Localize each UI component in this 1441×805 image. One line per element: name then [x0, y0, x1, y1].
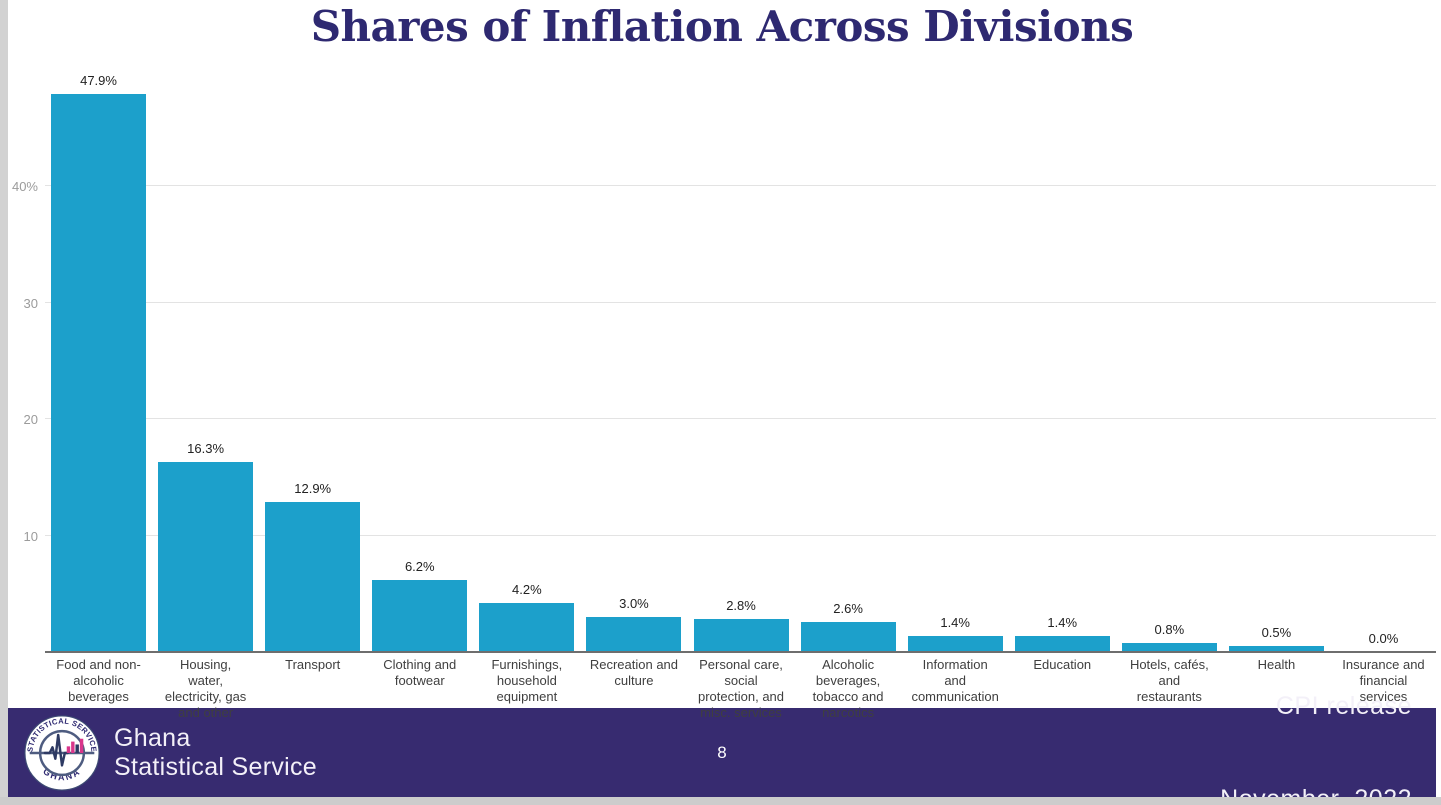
x-axis-labels: Food and non- alcoholic beverages Housing…	[45, 657, 1436, 721]
bar	[800, 621, 896, 652]
bar	[372, 579, 468, 652]
page-number: 8	[717, 742, 727, 762]
release-line2: November 2022	[1220, 784, 1412, 798]
bar-series: 47.9% 16.3% 12.9% 6.2% 4.2% 3.0% 2.8% 2.6% 1.4% 1…	[45, 70, 1436, 652]
footer-branding: STATISTICAL SERVICE GHANA Ghana Statisti…	[24, 714, 317, 791]
bar-value-label: 1.4%	[1047, 614, 1078, 630]
x-axis-line	[45, 651, 1436, 653]
bar	[1228, 646, 1324, 652]
release-info: CPI release November 2022	[1220, 629, 1412, 798]
bar-slot: 1.4%	[902, 70, 1009, 652]
bar-value-label: 0.0%	[1368, 631, 1399, 646]
gridline	[45, 534, 1436, 536]
bar-value-label: 1.4%	[940, 614, 970, 630]
x-axis-label: Information and communication	[911, 657, 999, 704]
bar	[479, 603, 575, 652]
x-axis-label: Food and non- alcoholic beverages	[56, 657, 141, 704]
bar-slot: 2.6%	[795, 70, 902, 652]
bar	[907, 635, 1003, 652]
ghana-statistical-service-logo-icon: STATISTICAL SERVICE GHANA	[24, 714, 100, 791]
gridline	[45, 418, 1436, 420]
bar	[693, 619, 789, 652]
page-gutter-bottom	[0, 797, 1441, 805]
bar-slot: 2.8%	[687, 70, 794, 652]
bar	[265, 501, 361, 652]
bar-slot: 47.9%	[45, 70, 152, 652]
x-axis-label: Recreation and culture	[589, 657, 679, 688]
chart-title: Shares of Inflation Across Divisions	[310, 2, 1134, 51]
bar	[586, 617, 682, 652]
bar	[51, 94, 147, 652]
y-axis-tick-label: 10	[23, 528, 38, 544]
org-name-line2: Statistical Service	[114, 752, 317, 781]
x-axis-label: Insurance and financial services	[1342, 657, 1425, 704]
x-axis-label: Health	[1257, 657, 1296, 672]
bar-slot: 16.3%	[152, 70, 259, 652]
y-axis-tick-label: 30	[23, 295, 38, 311]
bar-slot: 4.2%	[473, 70, 580, 652]
bar	[158, 462, 254, 652]
bar-value-label: 3.0%	[619, 596, 649, 612]
bar-value-label: 0.5%	[1261, 625, 1292, 641]
x-axis-label: Furnishings, household equipment	[491, 657, 563, 704]
footer-banner: STATISTICAL SERVICE GHANA Ghana Statisti…	[8, 692, 1436, 797]
bar-slot: 1.4%	[1009, 70, 1116, 652]
bar-value-label: 2.6%	[833, 600, 863, 616]
bar-value-label: 6.2%	[404, 558, 435, 574]
bar-value-label: 16.3%	[187, 441, 225, 457]
bar-slot: 6.2%	[366, 70, 473, 652]
bar-value-label: 12.9%	[294, 480, 332, 496]
gridline	[45, 301, 1436, 303]
y-axis-tick-label: 20	[23, 412, 38, 428]
bar-slot: 12.9%	[259, 70, 366, 652]
x-axis-label: Transport	[285, 657, 341, 672]
bar-slot: 0.8%	[1116, 70, 1223, 652]
bar-value-label: 0.8%	[1154, 621, 1185, 637]
bar-slot: 3.0%	[580, 70, 687, 652]
bar	[1121, 642, 1217, 652]
chart-plot-area: 40% 30 20 10 47.9% 16.3% 12.9% 6.2% 4.2% 3.0% 2.8…	[12, 70, 1436, 653]
bar-slot: 0.0%	[1330, 70, 1436, 652]
x-axis-label: Clothing and footwear	[383, 657, 457, 688]
gridline	[45, 185, 1436, 187]
y-axis-tick-label: 40%	[11, 179, 38, 195]
page-gutter-left	[0, 0, 8, 805]
org-name: Ghana Statistical Service	[114, 724, 317, 782]
x-axis-label: Alcoholic beverages, tobacco and narcoti…	[812, 657, 884, 720]
x-axis-label: Education	[1033, 657, 1092, 672]
x-axis-label: Housing, water, electricity, gas and oth…	[164, 657, 247, 720]
bar-value-label: 4.2%	[512, 582, 542, 598]
x-axis-label: Personal care, social protection, and mi…	[698, 657, 785, 720]
bar-value-label: 2.8%	[726, 598, 756, 614]
release-line1: CPI release	[1275, 691, 1412, 720]
bar	[1014, 635, 1110, 652]
bar-slot: 0.5%	[1223, 70, 1330, 652]
org-name-line1: Ghana	[114, 723, 191, 752]
x-axis-label: Hotels, cafés, and restaurants	[1129, 657, 1209, 704]
slide-canvas: Shares of Inflation Across Divisions 40%…	[8, 0, 1436, 797]
bar-value-label: 47.9%	[80, 73, 117, 89]
